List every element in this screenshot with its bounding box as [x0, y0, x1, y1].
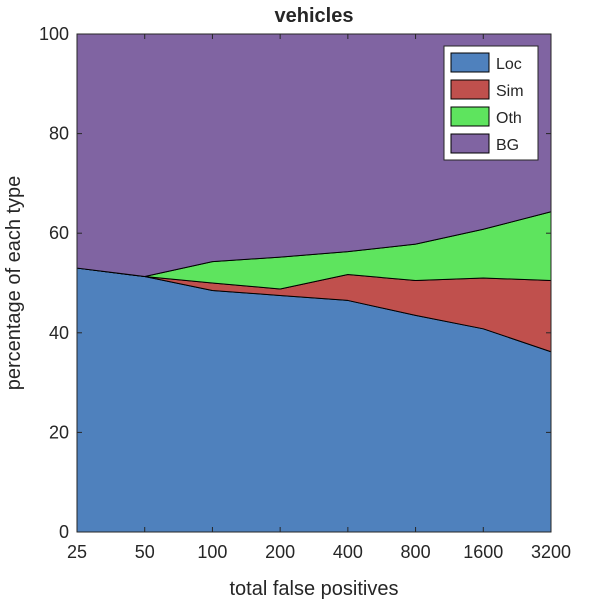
x-tick-label: 3200	[531, 542, 571, 562]
chart-title: vehicles	[275, 5, 354, 27]
legend-label-oth: Oth	[496, 110, 522, 127]
y-tick-label: 20	[49, 422, 69, 442]
y-tick-label: 80	[49, 124, 69, 144]
x-tick-label: 400	[333, 542, 363, 562]
legend-label-sim: Sim	[496, 83, 524, 100]
plot-frame	[76, 33, 552, 533]
legend-swatch-oth	[450, 106, 490, 127]
x-tick-labels: 25 50 100 200 400 800 1600 3200	[67, 542, 571, 562]
y-tick-label: 60	[49, 223, 69, 243]
legend: Loc Sim Oth BG	[443, 45, 539, 161]
x-tick-label: 200	[265, 542, 295, 562]
x-tick-label: 25	[67, 542, 87, 562]
legend-label-loc: Loc	[496, 56, 522, 73]
y-axis-label: percentage of each type	[3, 176, 25, 391]
plot-areas	[76, 33, 552, 533]
y-tick-label: 40	[49, 323, 69, 343]
y-tick-label: 0	[59, 522, 69, 542]
x-tick-label: 1600	[463, 542, 503, 562]
x-tick-label: 50	[135, 542, 155, 562]
legend-label-bg: BG	[496, 137, 519, 154]
x-axis-label: total false positives	[230, 578, 399, 600]
x-tick-label: 100	[197, 542, 227, 562]
legend-swatch-bg	[450, 133, 490, 154]
axis-ticks	[76, 33, 552, 533]
y-tick-labels: 0 20 40 60 80 100	[39, 24, 69, 542]
legend-swatch-sim	[450, 79, 490, 100]
x-tick-label: 800	[401, 542, 431, 562]
legend-swatch-loc	[450, 52, 490, 73]
y-tick-label: 100	[39, 24, 69, 44]
